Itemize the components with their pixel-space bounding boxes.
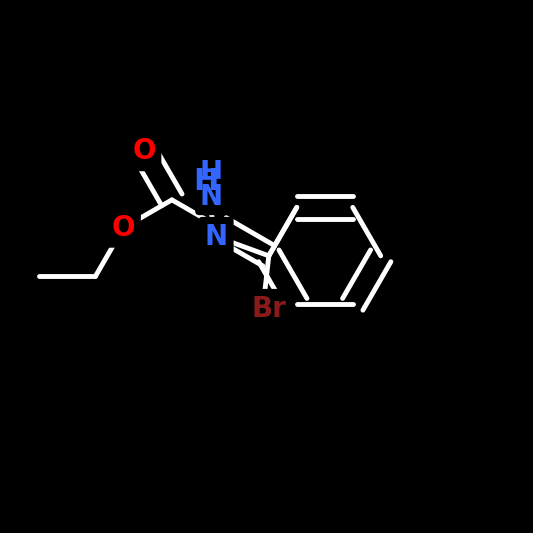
Text: N: N bbox=[205, 223, 228, 251]
Text: N: N bbox=[202, 220, 230, 253]
Text: N: N bbox=[199, 183, 222, 211]
Text: H: H bbox=[193, 166, 218, 196]
Text: H: H bbox=[199, 159, 222, 187]
Text: O: O bbox=[130, 135, 158, 168]
Text: O: O bbox=[109, 212, 138, 244]
Text: O: O bbox=[111, 214, 135, 242]
Text: Br: Br bbox=[252, 295, 286, 323]
Text: Br: Br bbox=[248, 292, 290, 325]
Text: O: O bbox=[132, 138, 156, 165]
